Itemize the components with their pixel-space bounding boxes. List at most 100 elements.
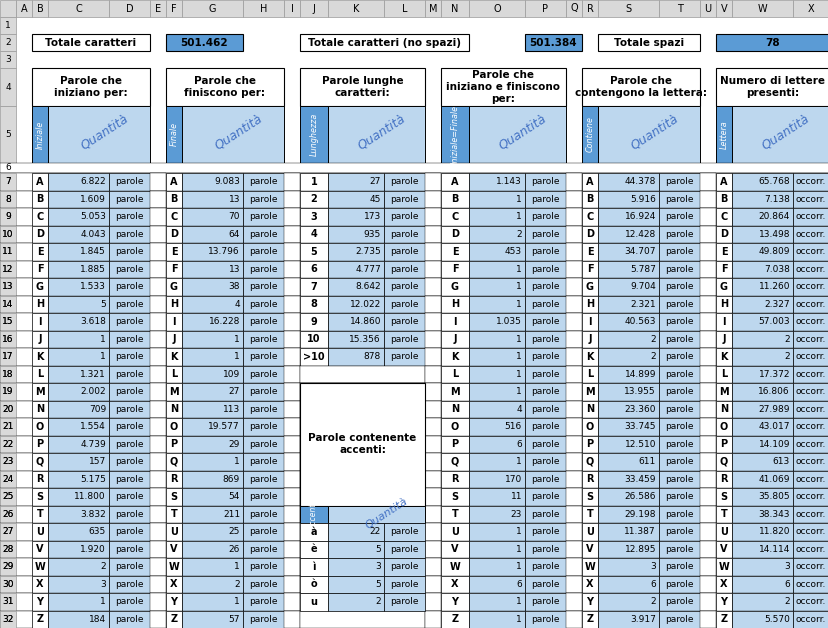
Text: parole: parole <box>115 528 143 536</box>
Text: 11.820: 11.820 <box>758 528 789 536</box>
Bar <box>699 558 715 575</box>
Bar <box>0 593 16 610</box>
Bar <box>524 243 566 261</box>
Bar <box>469 470 524 488</box>
Text: 27: 27 <box>2 528 14 536</box>
Bar <box>0 453 828 470</box>
Bar <box>243 190 284 208</box>
Bar <box>425 296 440 313</box>
Text: D: D <box>585 229 594 239</box>
Text: 1: 1 <box>100 597 106 606</box>
Bar <box>0 34 16 51</box>
Text: F: F <box>171 264 177 274</box>
Bar <box>715 296 731 313</box>
Bar <box>699 418 715 435</box>
Text: parole: parole <box>115 562 143 571</box>
Text: S: S <box>36 492 44 502</box>
Bar <box>284 523 300 541</box>
Bar <box>469 313 524 330</box>
Bar <box>0 278 16 296</box>
Bar <box>0 506 16 523</box>
Bar <box>425 401 440 418</box>
Text: Q: Q <box>170 457 178 467</box>
Text: 22: 22 <box>2 440 13 449</box>
Text: P: P <box>171 439 177 449</box>
Text: 17.372: 17.372 <box>758 370 789 379</box>
Bar <box>48 610 108 628</box>
Bar <box>0 523 828 541</box>
Text: 49.809: 49.809 <box>758 247 789 256</box>
Text: 3.917: 3.917 <box>629 615 655 624</box>
Text: X: X <box>450 579 458 589</box>
Text: 11: 11 <box>2 247 14 256</box>
Bar <box>0 506 16 523</box>
Text: 1: 1 <box>516 528 522 536</box>
Bar <box>524 558 566 575</box>
Text: P: P <box>585 439 593 449</box>
Bar <box>243 173 284 190</box>
Bar <box>581 488 597 506</box>
Bar <box>581 243 597 261</box>
Text: W: W <box>718 562 729 571</box>
Bar <box>328 243 383 261</box>
Text: 20: 20 <box>2 405 14 414</box>
Text: X: X <box>170 579 177 589</box>
Text: 26: 26 <box>2 510 14 519</box>
Bar <box>0 558 16 575</box>
Bar <box>731 0 792 17</box>
Bar <box>0 401 16 418</box>
Text: 41.069: 41.069 <box>758 475 789 484</box>
Text: parole: parole <box>531 544 559 554</box>
Text: F: F <box>451 264 458 274</box>
Bar <box>32 470 48 488</box>
Bar <box>48 106 150 163</box>
Bar <box>581 575 597 593</box>
Bar <box>150 365 166 383</box>
Bar <box>440 261 469 278</box>
Bar <box>425 383 440 401</box>
Bar <box>524 610 566 628</box>
Text: X: X <box>806 4 813 13</box>
Text: T: T <box>586 509 593 519</box>
Bar <box>300 313 328 330</box>
Text: 21: 21 <box>2 422 14 431</box>
Text: parole: parole <box>115 457 143 466</box>
Bar <box>32 523 48 541</box>
Bar <box>440 610 469 628</box>
Bar <box>731 558 792 575</box>
Text: Y: Y <box>720 597 727 607</box>
Bar <box>658 261 699 278</box>
Bar <box>0 365 16 383</box>
Text: parole: parole <box>390 230 418 239</box>
Bar <box>284 278 300 296</box>
Text: 8.642: 8.642 <box>355 282 381 291</box>
Bar <box>182 610 243 628</box>
Bar <box>0 330 828 348</box>
Text: parole: parole <box>664 580 693 589</box>
Bar <box>731 610 792 628</box>
Text: 19.577: 19.577 <box>208 422 240 431</box>
Bar <box>581 0 597 17</box>
Text: 5: 5 <box>310 247 317 257</box>
Bar <box>166 278 182 296</box>
Text: 709: 709 <box>89 405 106 414</box>
Bar <box>425 610 440 628</box>
Bar <box>166 0 182 17</box>
Bar <box>48 365 108 383</box>
Text: parole: parole <box>249 457 277 466</box>
Bar <box>300 418 425 435</box>
Bar <box>166 558 182 575</box>
Text: 78: 78 <box>764 38 779 48</box>
Bar <box>243 225 284 243</box>
Bar <box>581 261 597 278</box>
Text: P: P <box>451 439 458 449</box>
Bar <box>108 541 150 558</box>
Bar <box>243 208 284 225</box>
Text: 27.989: 27.989 <box>758 405 789 414</box>
Text: S: S <box>451 492 458 502</box>
Text: 65.768: 65.768 <box>758 177 789 187</box>
Bar <box>182 470 243 488</box>
Text: 8: 8 <box>310 300 317 309</box>
Text: 6: 6 <box>516 440 522 449</box>
Text: parole: parole <box>531 247 559 256</box>
